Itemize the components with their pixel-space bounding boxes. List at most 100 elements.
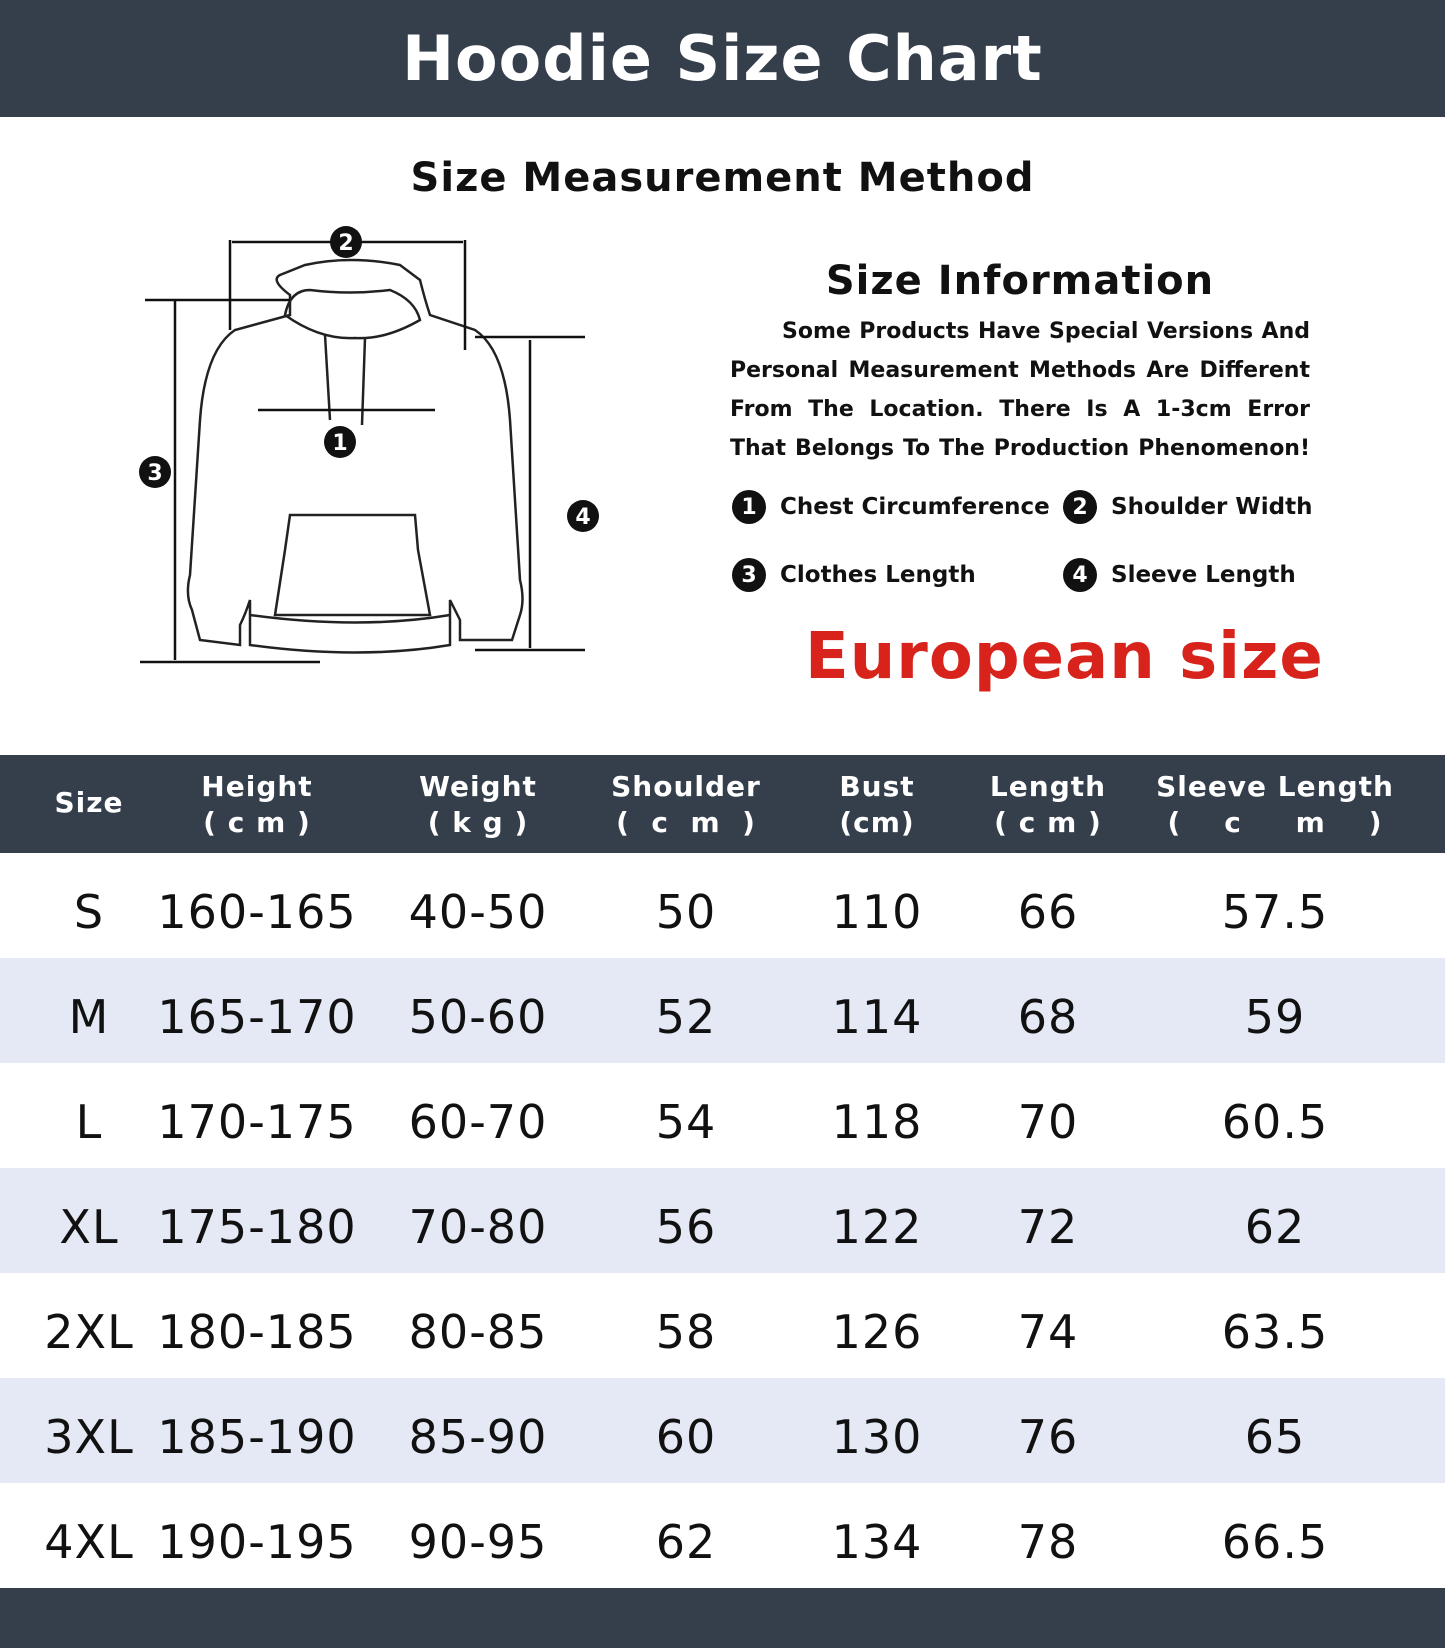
table-row: L 170-175 60-70 54 118 70 60.5	[0, 1063, 1445, 1168]
column-header-label: Bust	[839, 770, 915, 803]
column-header-unit: (cm)	[839, 806, 915, 839]
column-header: Sleeve Length( c m )	[1156, 769, 1394, 841]
table-cell: 60	[655, 1410, 717, 1464]
column-header-unit: ( c m )	[994, 806, 1102, 839]
number-2-icon: 2	[1063, 490, 1097, 524]
table-cell: 59	[1244, 990, 1306, 1044]
table-cell: 4XL	[44, 1515, 134, 1569]
marker-4: 4	[575, 505, 590, 530]
table-cell: 62	[1244, 1200, 1306, 1254]
table-cell: 170-175	[157, 1095, 357, 1149]
table-cell: M	[68, 990, 110, 1044]
table-cell: 134	[831, 1515, 923, 1569]
legend-label: Chest Circumference	[780, 494, 1050, 520]
table-cell: 72	[1017, 1200, 1079, 1254]
table-cell: 58	[655, 1305, 717, 1359]
marker-3: 3	[147, 461, 162, 486]
method-title: Size Measurement Method	[410, 155, 1035, 201]
column-header: Height( c m )	[201, 769, 312, 841]
column-header-unit: ( k g )	[427, 806, 529, 839]
column-header-label: Sleeve Length	[1156, 770, 1394, 803]
legend-sleeve-length: 4 Sleeve Length	[1063, 558, 1296, 592]
number-4-icon: 4	[1063, 558, 1097, 592]
table-cell: 180-185	[157, 1305, 357, 1359]
table-cell: L	[75, 1095, 103, 1149]
column-header: Size	[54, 785, 123, 821]
column-header-unit: ( c m )	[1167, 806, 1383, 839]
column-header-label: Size	[54, 786, 124, 819]
table-cell: 80-85	[408, 1305, 548, 1359]
legend-shoulder: 2 Shoulder Width	[1063, 490, 1313, 524]
column-header-label: Length	[989, 770, 1107, 803]
column-header-label: Shoulder	[611, 770, 761, 803]
table-cell: 63.5	[1221, 1305, 1329, 1359]
table-header: Size Height( c m ) Weight( k g ) Shoulder( …	[0, 755, 1445, 853]
legend-label: Clothes Length	[780, 562, 976, 588]
column-header: Weight( k g )	[419, 769, 537, 841]
table-cell: 190-195	[157, 1515, 357, 1569]
table-row: 4XL 190-195 90-95 62 134 78 66.5	[0, 1483, 1445, 1588]
table-cell: 60-70	[408, 1095, 548, 1149]
table-cell: 65	[1244, 1410, 1306, 1464]
table-cell: 118	[831, 1095, 923, 1149]
table-cell: 126	[831, 1305, 923, 1359]
hoodie-outline-icon	[186, 258, 524, 654]
legend-clothes-length: 3 Clothes Length	[732, 558, 976, 592]
chart-title: Hoodie Size Chart	[0, 0, 1445, 117]
table-cell: 66.5	[1221, 1515, 1329, 1569]
bottom-bar	[0, 1588, 1445, 1648]
table-cell: 50-60	[408, 990, 548, 1044]
size-information-text: Some Products Have Special Versions And …	[730, 319, 1310, 461]
table-cell: 78	[1017, 1515, 1079, 1569]
column-header-label: Weight	[419, 770, 537, 803]
table-row: XL 175-180 70-80 56 122 72 62	[0, 1168, 1445, 1273]
table-cell: 54	[655, 1095, 717, 1149]
table-cell: 185-190	[157, 1410, 357, 1464]
table-cell: 70	[1017, 1095, 1079, 1149]
table-cell: 165-170	[157, 990, 357, 1044]
table-cell: 56	[655, 1200, 717, 1254]
table-cell: 122	[831, 1200, 923, 1254]
table-cell: 175-180	[157, 1200, 357, 1254]
marker-1: 1	[332, 431, 347, 456]
legend-label: Shoulder Width	[1111, 494, 1313, 520]
table-cell: 85-90	[408, 1410, 548, 1464]
table-cell: 40-50	[408, 885, 548, 939]
table-cell: 160-165	[157, 885, 357, 939]
table-cell: 50	[655, 885, 717, 939]
table-cell: 70-80	[408, 1200, 548, 1254]
table-row: S 160-165 40-50 50 110 66 57.5	[0, 853, 1445, 958]
table-row: 3XL 185-190 85-90 60 130 76 65	[0, 1378, 1445, 1483]
column-header-unit: ( c m )	[203, 806, 311, 839]
table-row: M 165-170 50-60 52 114 68 59	[0, 958, 1445, 1063]
table-cell: 68	[1017, 990, 1079, 1044]
hoodie-diagram: 2 1 3 4	[139, 226, 599, 664]
size-information-title: Size Information	[825, 258, 1215, 304]
table-cell: 3XL	[44, 1410, 134, 1464]
marker-2: 2	[338, 231, 353, 256]
column-header: Length( c m )	[990, 769, 1106, 841]
table-cell: 130	[831, 1410, 923, 1464]
table-cell: 52	[655, 990, 717, 1044]
table-cell: 66	[1017, 885, 1079, 939]
table-cell: 90-95	[408, 1515, 548, 1569]
column-header: Bust (cm)	[839, 769, 914, 841]
column-header-unit: ( c m )	[616, 806, 756, 839]
column-header-label: Height	[201, 770, 313, 803]
table-cell: S	[73, 885, 105, 939]
table-cell: 57.5	[1221, 885, 1329, 939]
table-cell: 76	[1017, 1410, 1079, 1464]
table-cell: 114	[831, 990, 923, 1044]
table-cell: 2XL	[44, 1305, 134, 1359]
number-3-icon: 3	[732, 558, 766, 592]
table-cell: XL	[59, 1200, 119, 1254]
column-header: Shoulder( c m )	[611, 769, 761, 841]
table-cell: 62	[655, 1515, 717, 1569]
region-label: European size	[805, 620, 1324, 694]
table-row: 2XL 180-185 80-85 58 126 74 63.5	[0, 1273, 1445, 1378]
table-cell: 74	[1017, 1305, 1079, 1359]
legend-label: Sleeve Length	[1111, 562, 1296, 588]
legend-chest: 1 Chest Circumference	[732, 490, 1050, 524]
number-1-icon: 1	[732, 490, 766, 524]
table-cell: 60.5	[1221, 1095, 1329, 1149]
